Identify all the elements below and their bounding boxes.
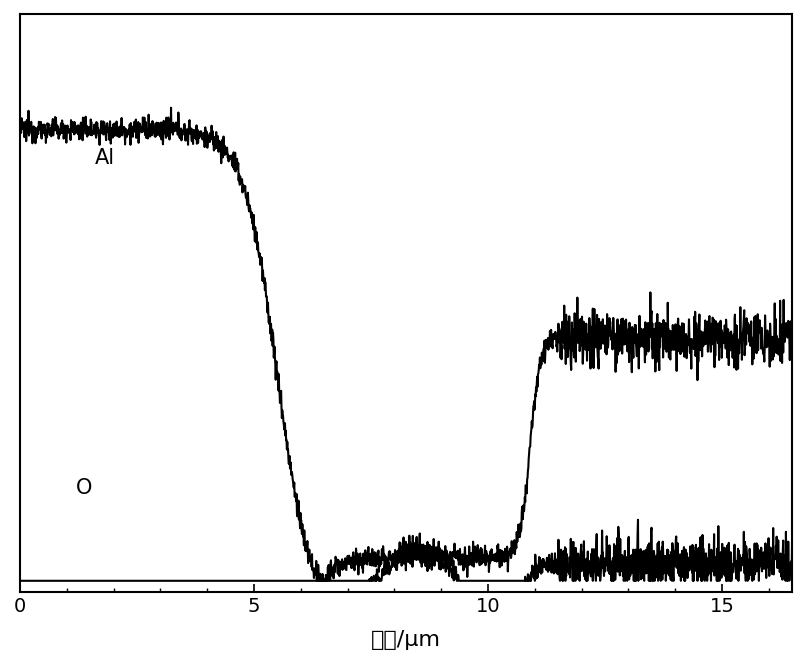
Text: Al: Al: [95, 148, 115, 168]
Text: O: O: [76, 478, 93, 498]
X-axis label: 距离/μm: 距离/μm: [371, 630, 441, 650]
